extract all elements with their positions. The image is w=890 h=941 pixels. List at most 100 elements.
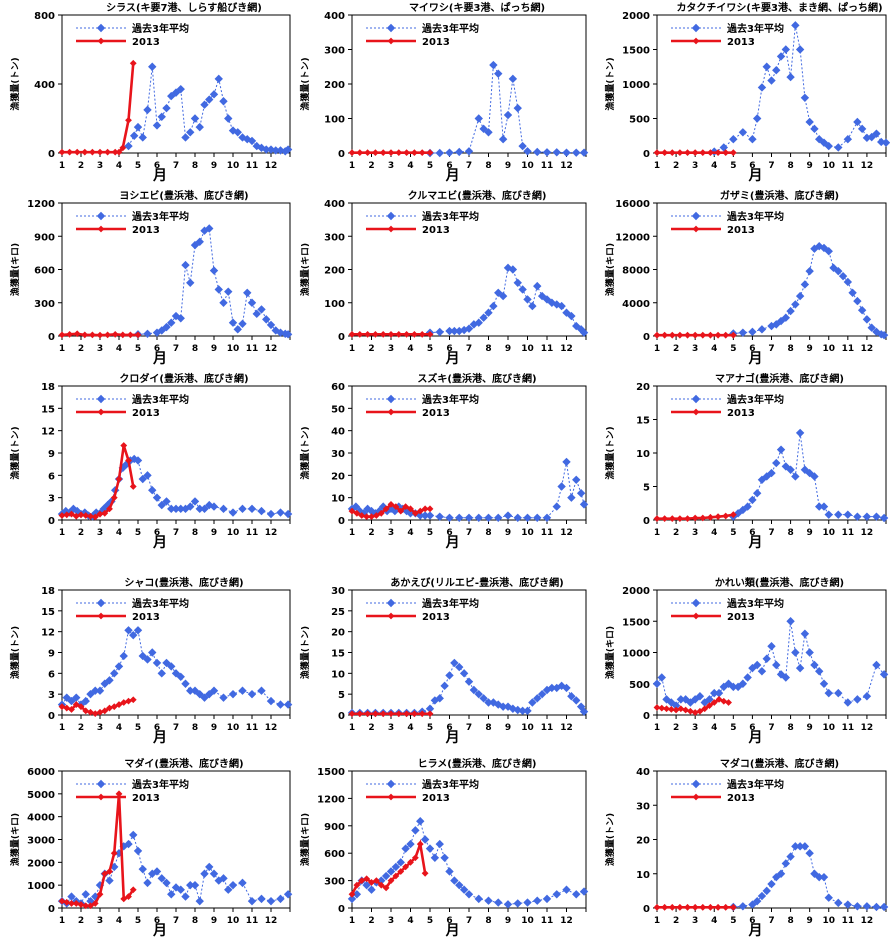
x-tick-label: 4 <box>116 916 122 926</box>
y-tick-label: 900 <box>324 822 345 833</box>
data-point-2013 <box>676 149 684 157</box>
data-point-2013 <box>426 149 434 157</box>
data-point-avg <box>469 685 479 695</box>
data-point-avg <box>238 319 247 329</box>
data-point-2013 <box>379 330 387 338</box>
data-point-2013 <box>348 890 356 898</box>
data-point-avg <box>800 93 810 102</box>
data-point-avg <box>800 280 810 289</box>
data-point-2013 <box>699 903 707 911</box>
x-tick-label: 5 <box>135 344 141 354</box>
x-tick-label: 5 <box>730 161 736 171</box>
data-point-avg <box>579 707 589 716</box>
y-axis-label: 漁獲量(トン) <box>604 813 616 866</box>
data-point-avg <box>425 511 435 520</box>
y-tick-label: 0 <box>338 516 345 527</box>
y-axis-label: 漁獲量(トン) <box>299 626 311 679</box>
data-point-avg <box>757 891 767 901</box>
data-point-2013 <box>686 707 694 715</box>
data-point-2013 <box>407 858 414 866</box>
x-tick-label: 5 <box>427 344 433 354</box>
x-tick-label: 7 <box>466 916 472 926</box>
x-axis-label: 月 <box>152 730 167 746</box>
data-point-avg <box>430 696 440 705</box>
y-tick-label: 30 <box>636 801 650 812</box>
legend-marker-avg <box>691 598 701 608</box>
data-point-avg <box>772 872 781 882</box>
data-point-avg <box>518 285 527 294</box>
x-tick-label: 10 <box>521 161 534 171</box>
x-tick-label: 1 <box>59 723 65 733</box>
x-tick-label: 11 <box>541 161 554 171</box>
data-point-2013 <box>402 863 410 871</box>
data-point-avg <box>86 689 95 699</box>
data-point-avg <box>257 506 266 516</box>
data-point-2013 <box>348 330 356 338</box>
legend-label-2013: 2013 <box>727 612 755 623</box>
x-tick-label: 6 <box>154 528 160 538</box>
data-point-avg <box>450 658 459 668</box>
data-point-avg <box>228 318 238 327</box>
data-point-avg <box>219 298 228 307</box>
x-tick-label: 9 <box>211 916 217 926</box>
data-point-2013 <box>699 149 707 157</box>
data-point-avg <box>420 511 430 520</box>
data-point-2013 <box>81 148 89 156</box>
x-tick-label: 4 <box>116 161 122 171</box>
data-point-2013 <box>653 903 661 911</box>
x-tick-label: 5 <box>730 723 736 733</box>
data-point-2013 <box>115 148 123 156</box>
y-tick-label: 20 <box>331 628 345 639</box>
chart-title: マダイ(豊浜港、底びき網) <box>124 757 243 770</box>
y-tick-label: 0 <box>643 149 650 160</box>
legend-marker-2013 <box>387 225 395 233</box>
x-tick-label: 2 <box>368 161 374 171</box>
data-point-avg <box>73 506 82 516</box>
data-point-avg <box>772 660 781 670</box>
y-tick-label: 0 <box>338 149 345 160</box>
x-tick-label: 12 <box>265 723 278 733</box>
data-point-avg <box>757 83 767 92</box>
y-tick-label: 2000 <box>622 11 650 22</box>
data-point-2013 <box>58 897 66 905</box>
data-point-2013 <box>677 705 685 713</box>
data-point-avg <box>200 100 209 109</box>
data-point-avg <box>474 894 483 904</box>
data-point-avg <box>834 266 843 276</box>
data-point-avg <box>176 84 185 94</box>
y-tick-label: 1200 <box>27 199 55 210</box>
x-tick-label: 6 <box>446 161 452 171</box>
x-tick-label: 3 <box>692 344 698 354</box>
chart-title: クルマエビ(豊浜港、底びき網) <box>408 189 547 202</box>
x-tick-label: 1 <box>349 161 355 171</box>
data-point-2013 <box>714 149 722 157</box>
data-point-avg <box>124 626 133 635</box>
data-point-avg <box>537 689 547 699</box>
data-point-avg <box>209 502 219 511</box>
legend-label-avg: 過去3年平均 <box>726 393 784 406</box>
data-point-avg <box>489 301 498 311</box>
data-point-avg <box>72 693 81 702</box>
y-tick-label: 400 <box>324 11 345 22</box>
data-point-avg <box>157 112 166 121</box>
chart-title: かれい類(豊浜港、底びき網) <box>715 576 844 589</box>
data-point-2013 <box>372 512 380 519</box>
data-point-2013 <box>89 331 96 339</box>
data-point-avg <box>474 114 483 123</box>
x-tick-label: 8 <box>192 723 198 733</box>
chart-title: ガザミ(豊浜港、底びき網) <box>720 189 839 202</box>
data-point-avg <box>162 103 171 113</box>
data-point-2013 <box>691 709 699 716</box>
legend-marker-2013 <box>692 612 700 620</box>
x-tick-label: 3 <box>388 916 394 926</box>
data-point-avg <box>567 311 576 321</box>
data-point-avg <box>867 323 876 332</box>
data-point-2013 <box>125 116 132 124</box>
data-point-avg <box>80 508 89 517</box>
data-point-avg <box>872 327 881 337</box>
data-point-2013 <box>364 330 371 338</box>
data-point-2013 <box>73 148 81 156</box>
